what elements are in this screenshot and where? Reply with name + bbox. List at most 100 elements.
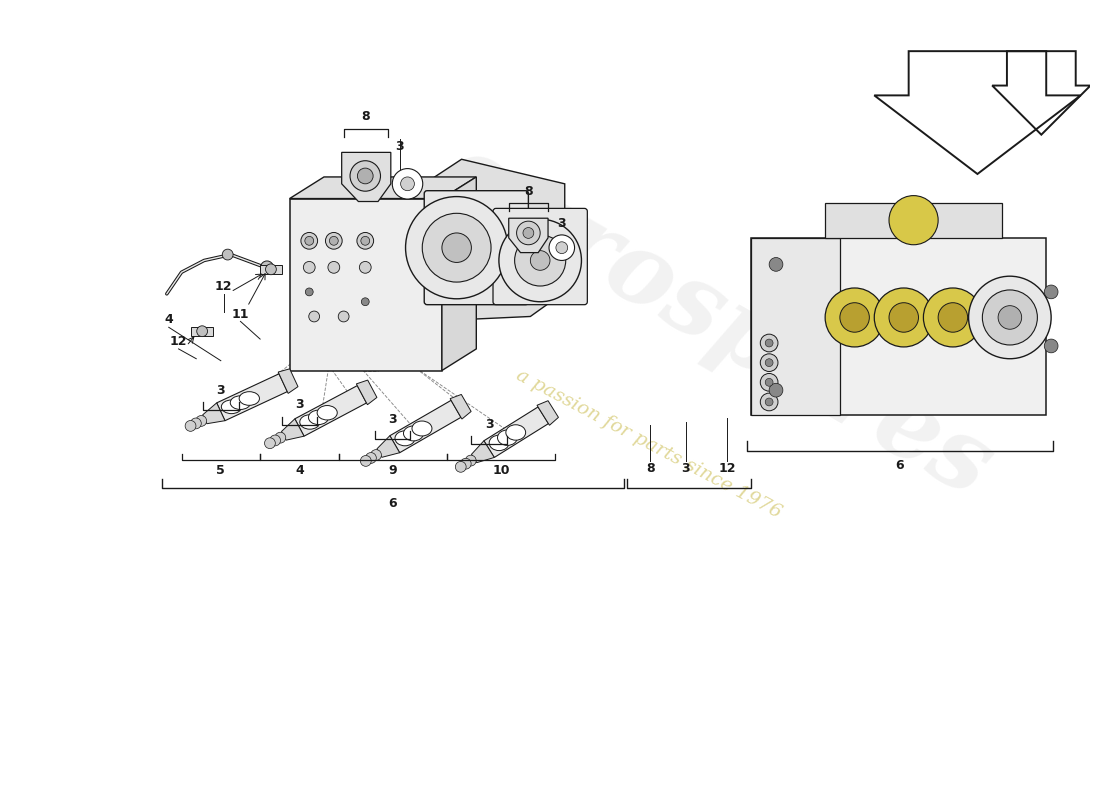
Circle shape: [350, 161, 381, 191]
Bar: [289, 198, 442, 370]
Bar: [260, 266, 282, 274]
Circle shape: [889, 302, 918, 332]
Polygon shape: [202, 403, 226, 424]
Text: 6: 6: [388, 497, 397, 510]
Text: eurospares: eurospares: [425, 125, 1010, 518]
Ellipse shape: [230, 396, 251, 410]
Circle shape: [760, 334, 778, 352]
Circle shape: [517, 221, 540, 245]
Ellipse shape: [221, 400, 242, 414]
Text: 4: 4: [164, 313, 173, 326]
Circle shape: [460, 458, 471, 469]
Circle shape: [270, 435, 280, 446]
Circle shape: [360, 262, 371, 274]
Text: 9: 9: [388, 464, 397, 478]
Bar: [825, 203, 1002, 238]
Polygon shape: [289, 177, 476, 198]
Circle shape: [309, 311, 320, 322]
Polygon shape: [537, 401, 559, 426]
Circle shape: [522, 227, 534, 238]
Circle shape: [874, 288, 933, 347]
Circle shape: [760, 393, 778, 411]
Circle shape: [889, 196, 938, 245]
Polygon shape: [217, 374, 287, 421]
Circle shape: [406, 197, 508, 298]
Polygon shape: [442, 177, 476, 370]
Circle shape: [982, 290, 1037, 345]
Circle shape: [326, 233, 342, 249]
Circle shape: [265, 264, 276, 274]
Circle shape: [766, 398, 773, 406]
Circle shape: [923, 288, 982, 347]
Text: 10: 10: [492, 464, 509, 478]
Circle shape: [400, 177, 415, 190]
Circle shape: [769, 258, 783, 271]
Circle shape: [1044, 285, 1058, 298]
Text: 12: 12: [718, 462, 736, 475]
Polygon shape: [389, 400, 461, 453]
Circle shape: [969, 276, 1052, 358]
Text: 8: 8: [362, 110, 370, 122]
Circle shape: [190, 418, 201, 429]
Circle shape: [371, 450, 382, 461]
Circle shape: [465, 455, 476, 466]
Circle shape: [304, 262, 315, 274]
Ellipse shape: [404, 426, 424, 441]
Bar: [191, 327, 213, 336]
Ellipse shape: [395, 431, 415, 446]
Text: 3: 3: [395, 140, 404, 153]
Circle shape: [422, 214, 491, 282]
Circle shape: [442, 233, 472, 262]
Circle shape: [760, 374, 778, 391]
Text: 3: 3: [217, 384, 226, 397]
Polygon shape: [278, 369, 298, 394]
Text: 11: 11: [232, 308, 250, 321]
Polygon shape: [356, 380, 377, 405]
Ellipse shape: [308, 410, 329, 425]
Text: 3: 3: [295, 398, 304, 411]
Circle shape: [393, 169, 422, 199]
Circle shape: [361, 455, 371, 466]
Circle shape: [338, 311, 349, 322]
Text: 4: 4: [295, 464, 304, 478]
Ellipse shape: [506, 425, 526, 440]
Circle shape: [361, 298, 370, 306]
Circle shape: [549, 235, 574, 261]
Circle shape: [222, 249, 233, 260]
Text: 3: 3: [485, 418, 494, 431]
Polygon shape: [342, 152, 390, 202]
Circle shape: [356, 233, 374, 249]
Circle shape: [361, 236, 370, 246]
Bar: [751, 238, 840, 414]
Text: 12: 12: [169, 334, 187, 347]
Circle shape: [197, 326, 208, 337]
Circle shape: [825, 288, 884, 347]
Ellipse shape: [317, 406, 338, 420]
Text: 8: 8: [524, 185, 532, 198]
Circle shape: [329, 236, 338, 246]
Bar: [751, 238, 1046, 414]
Circle shape: [515, 235, 565, 286]
Text: 8: 8: [646, 462, 654, 475]
Circle shape: [264, 438, 275, 449]
Circle shape: [301, 233, 318, 249]
Polygon shape: [295, 386, 366, 436]
Circle shape: [766, 358, 773, 366]
Circle shape: [556, 242, 568, 254]
Circle shape: [305, 236, 314, 246]
Circle shape: [185, 421, 196, 431]
Ellipse shape: [239, 392, 260, 406]
Ellipse shape: [497, 430, 517, 446]
Polygon shape: [484, 407, 549, 458]
Circle shape: [769, 383, 783, 397]
Circle shape: [358, 168, 373, 184]
Text: 12: 12: [214, 281, 232, 294]
Circle shape: [938, 302, 968, 332]
Circle shape: [275, 432, 286, 443]
Circle shape: [455, 462, 466, 472]
Text: 3: 3: [681, 462, 690, 475]
Circle shape: [840, 302, 869, 332]
Circle shape: [328, 262, 340, 274]
Text: 6: 6: [895, 459, 904, 472]
Polygon shape: [377, 436, 399, 458]
